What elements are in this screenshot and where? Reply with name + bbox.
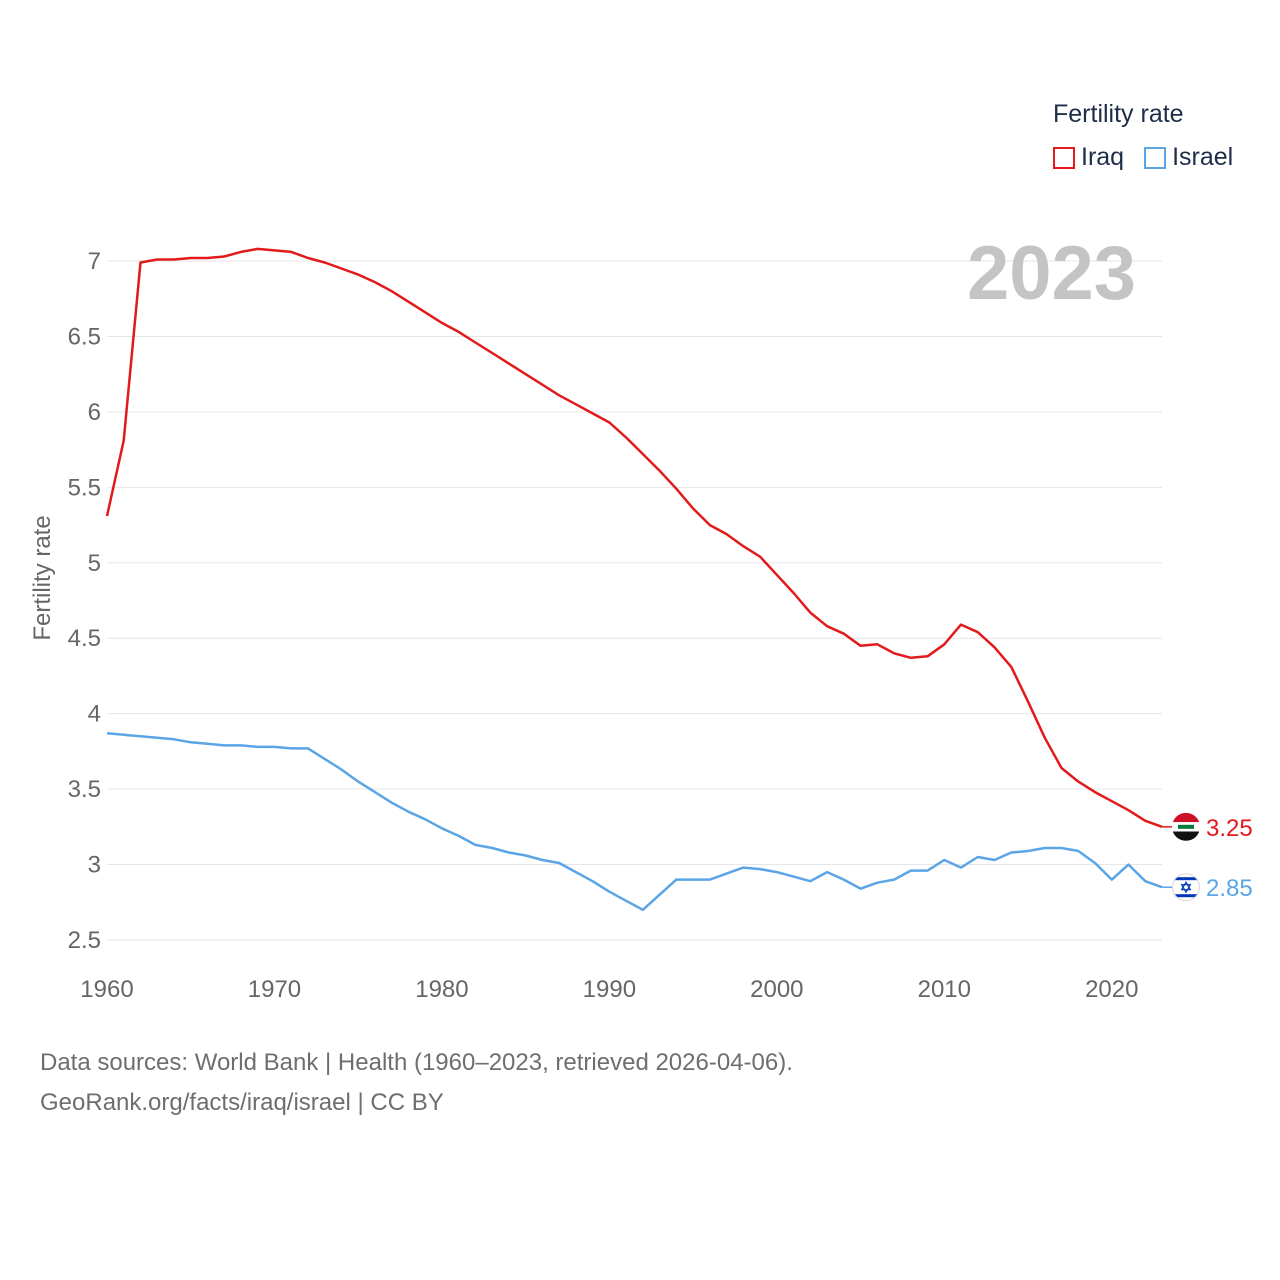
legend-label-israel: Israel	[1172, 143, 1234, 171]
legend-title: Fertility rate	[1053, 100, 1184, 128]
y-tick-label: 3	[88, 852, 101, 879]
gridlines	[107, 260, 1162, 941]
x-tick-label: 2010	[918, 976, 971, 1003]
source-note: Data sources: World Bank | Health (1960–…	[40, 1043, 793, 1123]
series-line-israel	[106, 732, 1163, 912]
legend-label-iraq: Iraq	[1081, 143, 1125, 171]
end-marker-iraq: 3.25	[1162, 812, 1253, 842]
y-tick-label: 2.5	[68, 927, 101, 954]
legend-swatch-israel	[1144, 146, 1167, 169]
x-axis-ticks: 1960 1970 1980 1990 2000 2010 2020	[80, 976, 1138, 1003]
y-axis-ticks: 2.5 3 3.5 4 4.5 5 5.5 6 6.5 7	[68, 248, 101, 954]
iraq-flag-icon	[1172, 812, 1200, 841]
year-watermark: 2023	[967, 231, 1137, 316]
legend-swatch-iraq	[1053, 146, 1075, 169]
x-tick-label: 1960	[80, 976, 133, 1003]
x-tick-label: 1980	[415, 976, 468, 1003]
y-tick-label: 4.5	[68, 625, 101, 652]
series-lines	[105, 247, 1163, 912]
y-tick-label: 5.5	[68, 474, 101, 501]
series-end-markers: 3.25 2.85	[1162, 812, 1253, 902]
series-line-iraq	[105, 247, 1163, 828]
x-tick-label: 2020	[1085, 976, 1138, 1003]
y-tick-label: 7	[88, 248, 101, 275]
x-tick-label: 2000	[750, 976, 803, 1003]
y-tick-label: 6	[88, 399, 101, 426]
y-axis-label: Fertility rate	[29, 515, 56, 640]
x-tick-label: 1990	[583, 976, 636, 1003]
source-line-2[interactable]: GeoRank.org/facts/iraq/israel | CC BY	[40, 1089, 444, 1116]
end-value-israel: 2.85	[1206, 875, 1253, 902]
legend: Iraq Israel	[1053, 143, 1253, 172]
source-line-1: Data sources: World Bank | Health (1960–…	[40, 1049, 793, 1076]
y-tick-label: 5	[88, 550, 101, 577]
y-tick-label: 6.5	[68, 323, 101, 350]
legend-item-israel[interactable]: Israel	[1144, 143, 1233, 172]
end-marker-israel: 2.85	[1162, 873, 1253, 902]
y-tick-label: 4	[88, 701, 101, 728]
y-tick-label: 3.5	[68, 776, 101, 803]
x-tick-label: 1970	[248, 976, 301, 1003]
legend-item-iraq[interactable]: Iraq	[1053, 143, 1124, 172]
end-value-iraq: 3.25	[1206, 815, 1253, 842]
